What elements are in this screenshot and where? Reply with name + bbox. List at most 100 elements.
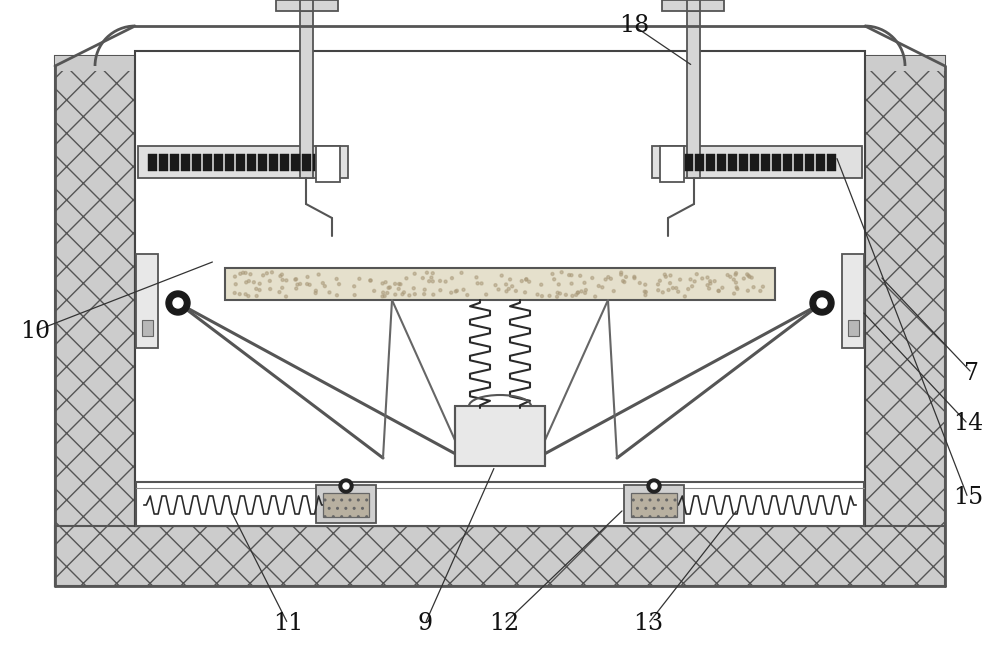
Bar [55, 56, 135, 586]
Bar [816, 154, 825, 171]
Circle shape [689, 278, 692, 281]
Circle shape [412, 287, 415, 290]
Circle shape [747, 274, 750, 277]
Circle shape [729, 275, 732, 278]
Circle shape [701, 277, 704, 280]
Circle shape [314, 292, 317, 294]
Bar [138, 146, 348, 178]
Bar [55, 526, 945, 586]
Circle shape [505, 290, 508, 293]
Circle shape [394, 293, 397, 296]
Circle shape [651, 483, 657, 489]
Circle shape [244, 272, 247, 274]
Circle shape [746, 289, 749, 292]
Circle shape [466, 294, 469, 296]
Circle shape [706, 284, 709, 286]
Circle shape [669, 274, 672, 277]
Circle shape [746, 273, 749, 276]
Circle shape [497, 288, 500, 291]
Circle shape [269, 288, 272, 290]
Circle shape [633, 276, 636, 280]
Circle shape [752, 286, 755, 288]
Bar [455, 406, 545, 466]
Circle shape [713, 280, 716, 282]
Circle shape [421, 276, 424, 280]
Bar [181, 154, 190, 171]
Circle shape [280, 273, 283, 276]
Circle shape [382, 291, 385, 294]
Circle shape [525, 278, 528, 280]
Bar [316, 146, 340, 182]
Circle shape [255, 287, 258, 290]
Circle shape [601, 286, 604, 289]
Circle shape [384, 281, 387, 284]
Circle shape [299, 282, 302, 286]
Circle shape [553, 278, 556, 281]
Circle shape [721, 286, 724, 289]
Circle shape [687, 288, 690, 290]
Circle shape [249, 273, 252, 276]
Circle shape [279, 274, 282, 278]
Circle shape [748, 275, 751, 278]
Circle shape [398, 282, 401, 286]
Circle shape [505, 283, 508, 286]
Circle shape [308, 283, 311, 286]
Circle shape [258, 288, 261, 292]
Bar [842, 254, 864, 348]
Bar [624, 485, 684, 523]
Circle shape [734, 273, 737, 276]
Circle shape [817, 298, 827, 308]
Circle shape [667, 288, 670, 292]
Bar [695, 154, 704, 171]
Circle shape [242, 271, 245, 274]
Circle shape [335, 278, 338, 280]
Circle shape [607, 276, 610, 278]
Circle shape [507, 288, 510, 290]
Circle shape [556, 291, 559, 294]
Circle shape [576, 291, 579, 294]
Bar [717, 154, 726, 171]
Circle shape [584, 288, 587, 292]
Circle shape [455, 289, 458, 292]
Circle shape [321, 282, 324, 284]
Circle shape [612, 290, 615, 292]
Bar [662, 0, 724, 11]
Text: 7: 7 [964, 362, 980, 384]
Circle shape [717, 289, 720, 292]
Circle shape [679, 278, 682, 281]
Bar [300, 0, 313, 178]
Circle shape [734, 281, 737, 284]
Circle shape [657, 289, 660, 292]
Bar [316, 485, 376, 523]
Circle shape [423, 292, 426, 296]
Text: 9: 9 [417, 613, 433, 635]
Circle shape [268, 280, 271, 282]
Bar [247, 154, 256, 171]
Circle shape [439, 289, 442, 292]
Circle shape [557, 283, 560, 286]
Circle shape [381, 295, 384, 298]
Circle shape [750, 276, 753, 279]
Bar [258, 154, 267, 171]
Circle shape [462, 288, 465, 291]
Circle shape [560, 271, 563, 274]
Text: 12: 12 [489, 613, 519, 635]
Circle shape [810, 291, 834, 315]
Bar [772, 154, 781, 171]
Circle shape [638, 282, 641, 284]
Circle shape [381, 282, 384, 285]
Circle shape [450, 291, 453, 294]
Bar [805, 154, 814, 171]
Circle shape [735, 286, 738, 289]
Circle shape [571, 294, 574, 297]
Bar [159, 154, 168, 171]
Circle shape [247, 294, 250, 298]
Circle shape [306, 276, 309, 278]
Circle shape [428, 280, 431, 282]
Circle shape [675, 286, 678, 290]
Bar [660, 146, 684, 182]
Circle shape [358, 277, 361, 280]
Circle shape [548, 294, 551, 297]
Circle shape [328, 291, 331, 294]
Bar [865, 56, 945, 71]
